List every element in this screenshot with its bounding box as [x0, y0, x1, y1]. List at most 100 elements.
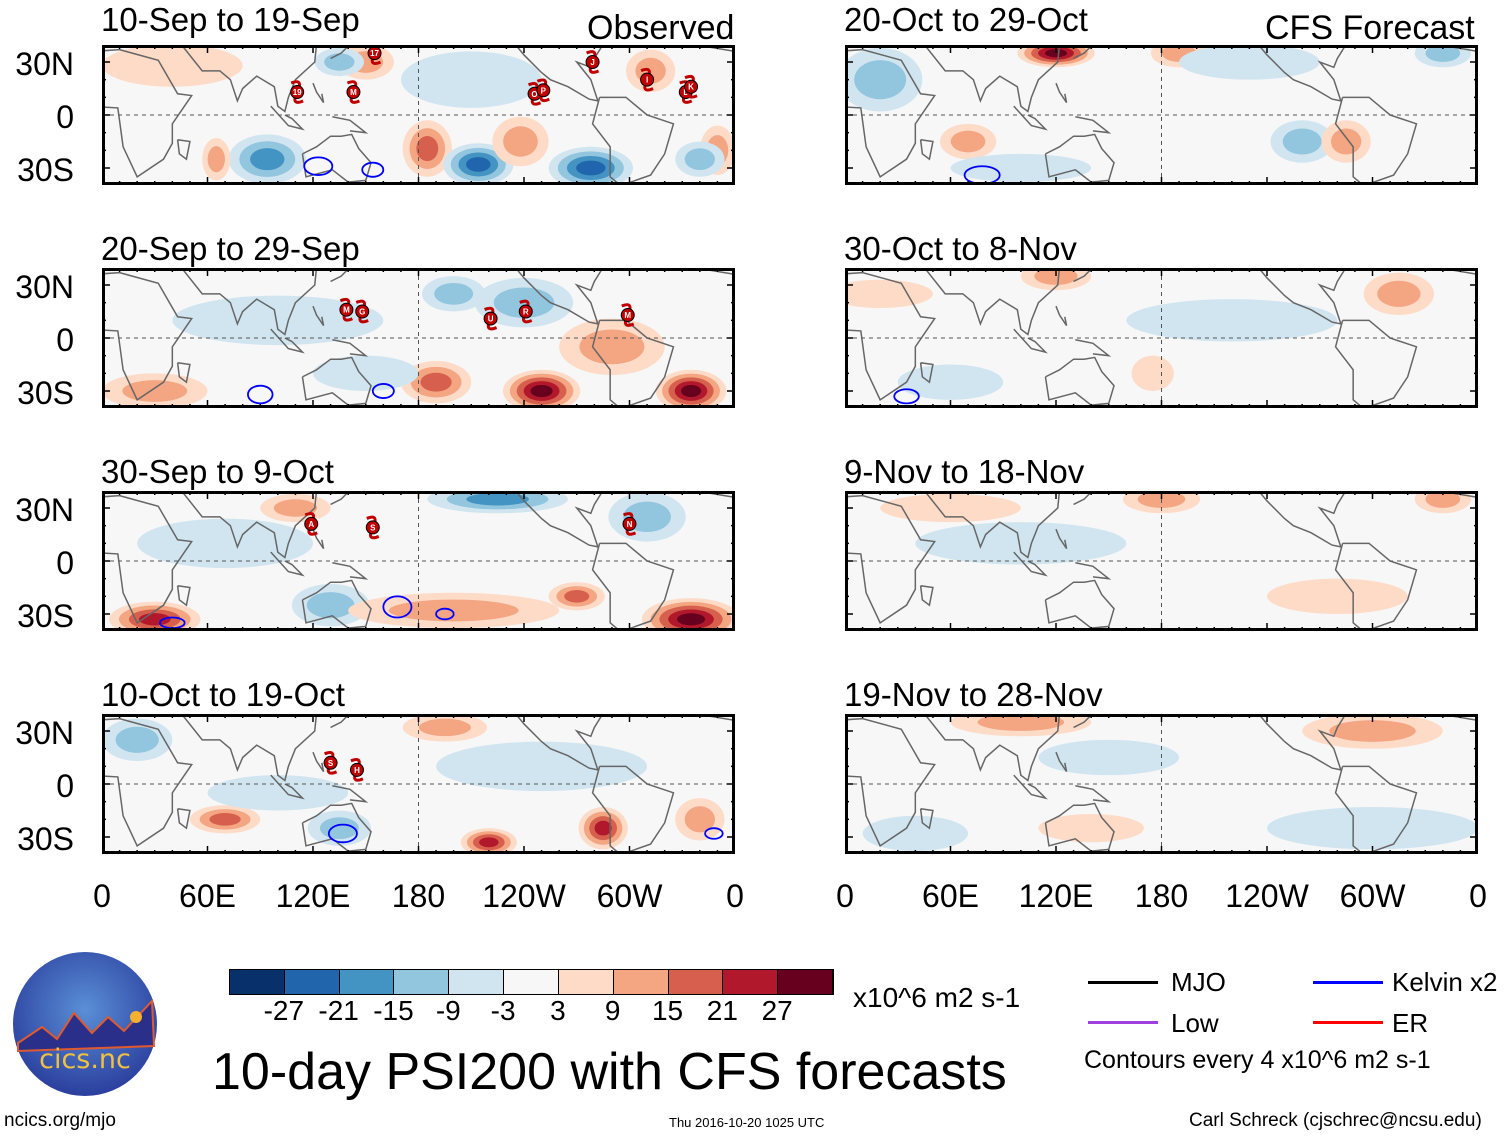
storm-label: M: [343, 306, 350, 315]
coastline: [514, 491, 604, 548]
colorbar-tick-label: -3: [490, 995, 516, 1026]
anomaly-contour-fill: [313, 355, 419, 391]
coastline: [301, 802, 372, 852]
anomaly-contour-fill: [1179, 45, 1320, 80]
lat-label: 0: [56, 545, 74, 581]
anomaly-contour-fill: [564, 590, 590, 603]
storm-label: S: [328, 759, 334, 768]
colorbar-tick-label: 3: [550, 995, 566, 1026]
anomaly-contour-fill: [1038, 814, 1144, 843]
kelvin-contour: [327, 823, 358, 844]
anomaly-contour-fill: [684, 148, 715, 171]
coastline: [1075, 339, 1112, 357]
anomaly-contour-fill: [420, 372, 452, 392]
anomaly-contour-fill: [436, 741, 648, 792]
colorbar-swatch: [339, 970, 395, 994]
tropical-storm-marker: K: [684, 74, 699, 99]
coastline: [1055, 305, 1068, 327]
lon-label: 120W: [482, 878, 566, 914]
coastline: [919, 807, 934, 830]
storm-label: U: [488, 315, 494, 324]
lat-label: 30N: [15, 492, 74, 528]
anomaly-contour-fill: [418, 718, 471, 737]
tropical-storm-marker: A: [304, 512, 319, 536]
colorbar-swatch: [558, 970, 614, 994]
coastline: [1044, 579, 1115, 629]
storm-label: A: [308, 520, 314, 529]
tropical-storm-marker: M: [620, 303, 635, 327]
colorbar-swatch: [449, 970, 505, 994]
storm-label: 17: [370, 49, 379, 58]
anomaly-contour-fill: [854, 60, 907, 100]
anomaly-contour-fill: [684, 806, 715, 833]
colorbar-swatch: [668, 970, 724, 994]
storm-label: M: [624, 311, 631, 320]
anomaly-contour-fill: [594, 820, 612, 836]
coastline: [180, 491, 318, 559]
storm-label: N: [627, 520, 633, 529]
kelvin-contour: [247, 384, 274, 405]
coastline: [176, 361, 191, 384]
er-legend-line: [1313, 1021, 1383, 1024]
coastline: [1257, 268, 1347, 325]
anomaly-contour-fill: [388, 599, 519, 622]
colorbar-swatch: [723, 970, 779, 994]
coastline: [919, 361, 934, 384]
low-legend-line: [1088, 1021, 1158, 1024]
anomaly-contour-fill: [1282, 128, 1322, 155]
coastline: [1075, 116, 1112, 134]
map-panel-5: [845, 45, 1478, 185]
tropical-storm-marker: R: [518, 299, 533, 324]
coastline: [102, 271, 193, 401]
anomaly-contour-fill: [1267, 578, 1408, 614]
lon-label: 120W: [1225, 878, 1309, 914]
figure-title: 10-day PSI200 with CFS forecasts: [212, 1043, 1007, 1101]
panel-title: 20-Oct to 29-Oct: [844, 1, 1088, 38]
coastline: [1055, 528, 1068, 550]
colorbar-swatch: [284, 970, 340, 994]
anomaly-contour-fill: [880, 493, 1021, 523]
map-panel-7: [845, 491, 1478, 631]
lon-label: 120E: [275, 878, 351, 914]
map-panel-8: [845, 714, 1478, 854]
anomaly-contour-fill: [400, 51, 542, 108]
low-legend-label: Low: [1171, 1008, 1219, 1038]
anomaly-contour-fill: [915, 522, 1127, 565]
tropical-storm-marker: M: [339, 297, 354, 322]
coastline: [1055, 82, 1068, 104]
coastline: [102, 48, 193, 178]
kelvin-contour: [303, 156, 334, 176]
anomaly-contour-fill: [273, 499, 318, 517]
lat-label: 30N: [15, 269, 74, 305]
footer-url[interactable]: ncics.org/mjo: [4, 1110, 116, 1131]
anomaly-contour-fill: [576, 160, 606, 176]
coastline: [301, 133, 372, 183]
coastline: [1334, 542, 1418, 631]
cfs-forecast-header: CFS Forecast: [1265, 9, 1475, 47]
coastline: [1013, 774, 1048, 800]
panel-title: 19-Nov to 28-Nov: [844, 676, 1103, 713]
coastline: [845, 48, 936, 178]
lat-label: 0: [56, 99, 74, 135]
coastline: [845, 494, 936, 624]
coastline: [1334, 319, 1418, 408]
lat-label: 30S: [17, 152, 74, 188]
coastline: [1013, 328, 1048, 354]
coastline: [102, 717, 193, 847]
coastline: [923, 714, 1061, 782]
kelvin-contour: [435, 607, 455, 621]
coastline: [923, 268, 1061, 336]
anomaly-contour-fill: [950, 130, 986, 153]
colorbar-swatch: [394, 970, 450, 994]
storm-label: O: [531, 90, 537, 99]
tropical-storm-marker: S: [323, 750, 338, 775]
coastline: [301, 356, 372, 406]
coastline: [180, 714, 318, 782]
anomaly-contour-fill: [306, 592, 355, 619]
anomaly-contour-fill: [122, 380, 188, 402]
anomaly-contour-fill: [172, 295, 384, 346]
lon-label: 60E: [922, 878, 979, 914]
lon-label: 0: [726, 878, 744, 914]
tropical-storm-marker: H: [349, 758, 364, 782]
